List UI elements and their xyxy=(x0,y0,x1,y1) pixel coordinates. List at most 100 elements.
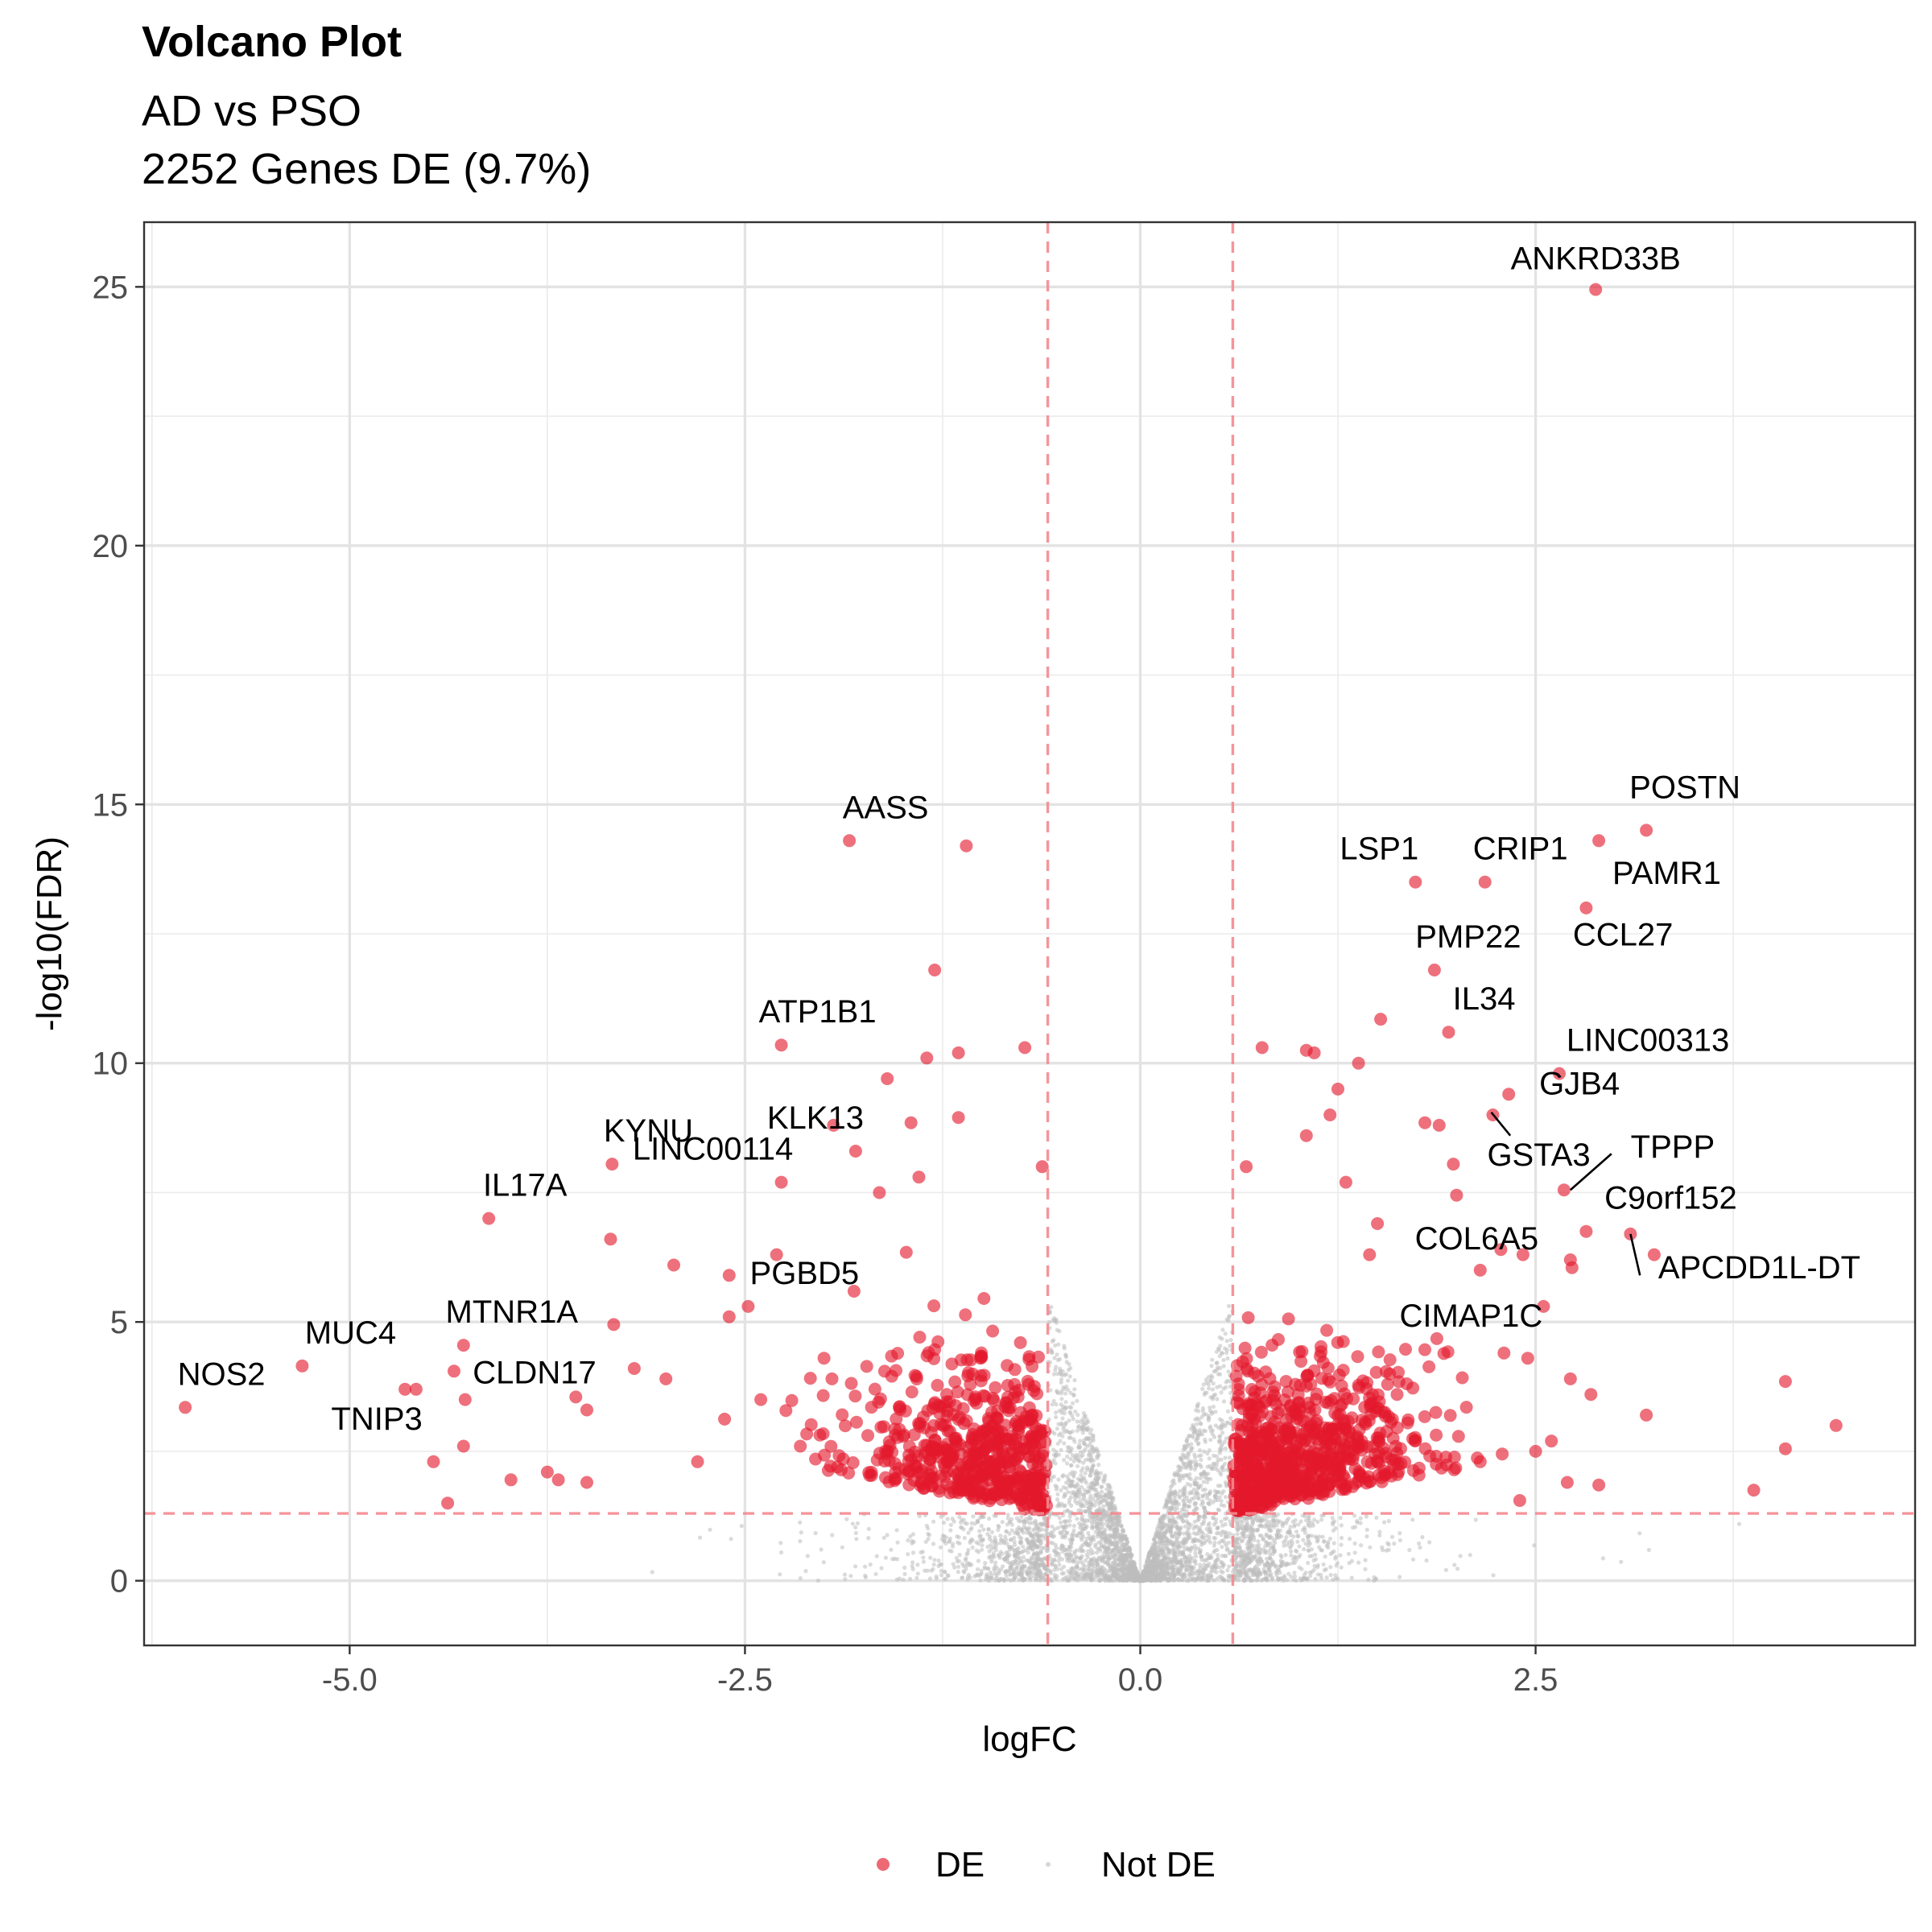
not-de-point xyxy=(1424,1558,1429,1563)
not-de-point xyxy=(1216,1365,1220,1370)
not-de-point xyxy=(1327,1536,1333,1541)
not-de-point xyxy=(1062,1564,1067,1569)
not-de-point xyxy=(907,1576,913,1581)
not-de-point xyxy=(1119,1548,1124,1554)
not-de-point xyxy=(1182,1497,1187,1502)
not-de-point xyxy=(1166,1516,1171,1521)
not-de-point xyxy=(910,1550,916,1555)
not-de-point xyxy=(1216,1346,1221,1351)
not-de-point xyxy=(1025,1519,1030,1524)
not-de-point xyxy=(997,1555,1002,1560)
not-de-point xyxy=(1259,1523,1264,1528)
not-de-point xyxy=(1059,1488,1063,1492)
not-de-point xyxy=(989,1559,994,1564)
not-de-point xyxy=(1066,1368,1071,1373)
not-de-point xyxy=(1099,1484,1104,1489)
not-de-point xyxy=(1014,1566,1019,1571)
not-de-point xyxy=(1089,1427,1094,1432)
not-de-point xyxy=(1313,1576,1318,1581)
not-de-point xyxy=(1225,1568,1230,1573)
not-de-point xyxy=(1263,1539,1268,1544)
not-de-point xyxy=(993,1538,997,1543)
not-de-point xyxy=(855,1521,861,1525)
not-de-point xyxy=(978,1578,983,1583)
not-de-point xyxy=(1003,1534,1008,1539)
not-de-point xyxy=(1221,1357,1226,1363)
not-de-point xyxy=(1070,1414,1075,1418)
not-de-point xyxy=(1195,1404,1200,1409)
not-de-point xyxy=(1385,1541,1390,1546)
not-de-point xyxy=(989,1530,995,1534)
not-de-point xyxy=(1182,1501,1187,1506)
not-de-point xyxy=(1220,1523,1225,1528)
not-de-point xyxy=(1324,1575,1329,1580)
not-de-point xyxy=(1228,1344,1232,1348)
not-de-point xyxy=(1093,1564,1098,1569)
not-de-point xyxy=(1108,1540,1113,1545)
not-de-point xyxy=(1009,1517,1014,1521)
not-de-point xyxy=(1090,1468,1095,1472)
not-de-point xyxy=(984,1574,989,1579)
not-de-point xyxy=(1219,1498,1224,1504)
not-de-point xyxy=(1065,1508,1070,1513)
not-de-point xyxy=(1351,1525,1356,1530)
not-de-point xyxy=(1054,1364,1059,1369)
not-de-point xyxy=(1026,1571,1030,1576)
not-de-point xyxy=(1050,1563,1055,1567)
not-de-point xyxy=(1014,1557,1020,1562)
not-de-point xyxy=(1059,1402,1063,1407)
not-de-point xyxy=(1059,1391,1063,1396)
not-de-point xyxy=(1278,1553,1283,1558)
not-de-point xyxy=(1227,1455,1232,1460)
not-de-point xyxy=(1103,1573,1108,1578)
not-de-point xyxy=(1126,1547,1131,1552)
not-de-point xyxy=(1075,1456,1080,1461)
not-de-point xyxy=(1364,1527,1369,1532)
not-de-point xyxy=(997,1576,1002,1581)
not-de-point xyxy=(1080,1501,1085,1506)
not-de-point xyxy=(1063,1391,1068,1396)
not-de-point xyxy=(1315,1535,1319,1540)
not-de-point xyxy=(1285,1518,1290,1523)
not-de-point xyxy=(1359,1543,1364,1548)
not-de-point xyxy=(1205,1552,1210,1557)
not-de-point xyxy=(1212,1453,1216,1458)
not-de-point xyxy=(1189,1442,1194,1447)
not-de-point xyxy=(1080,1453,1085,1458)
not-de-point xyxy=(928,1555,933,1560)
not-de-point xyxy=(1181,1447,1186,1452)
not-de-point xyxy=(1267,1548,1272,1553)
not-de-point xyxy=(1145,1558,1150,1563)
not-de-point xyxy=(1073,1499,1078,1504)
not-de-point xyxy=(1071,1459,1076,1463)
not-de-point xyxy=(1070,1479,1075,1484)
not-de-point xyxy=(1086,1530,1091,1535)
not-de-point xyxy=(1183,1524,1188,1529)
not-de-point xyxy=(902,1565,907,1570)
not-de-point xyxy=(1319,1517,1324,1522)
not-de-point xyxy=(1212,1369,1216,1374)
not-de-point xyxy=(1070,1567,1075,1572)
not-de-point xyxy=(813,1530,818,1536)
not-de-point xyxy=(1091,1463,1096,1468)
not-de-point xyxy=(1191,1424,1195,1429)
not-de-point xyxy=(1075,1413,1080,1418)
not-de-point xyxy=(1103,1568,1108,1573)
not-de-point xyxy=(1233,1563,1238,1568)
not-de-point xyxy=(1364,1534,1369,1539)
not-de-point xyxy=(1173,1555,1178,1560)
not-de-point xyxy=(1071,1528,1076,1533)
not-de-point xyxy=(1213,1559,1218,1564)
not-de-point xyxy=(1397,1538,1402,1542)
not-de-point xyxy=(1163,1563,1169,1567)
not-de-point xyxy=(1009,1528,1014,1533)
not-de-point xyxy=(1017,1518,1022,1523)
not-de-point xyxy=(894,1528,899,1533)
not-de-point xyxy=(1356,1560,1361,1565)
not-de-point xyxy=(1252,1517,1257,1522)
not-de-point xyxy=(1005,1522,1009,1527)
not-de-point xyxy=(1491,1573,1496,1578)
not-de-point xyxy=(1147,1577,1152,1582)
not-de-point xyxy=(848,1574,853,1579)
not-de-point xyxy=(1207,1456,1212,1461)
